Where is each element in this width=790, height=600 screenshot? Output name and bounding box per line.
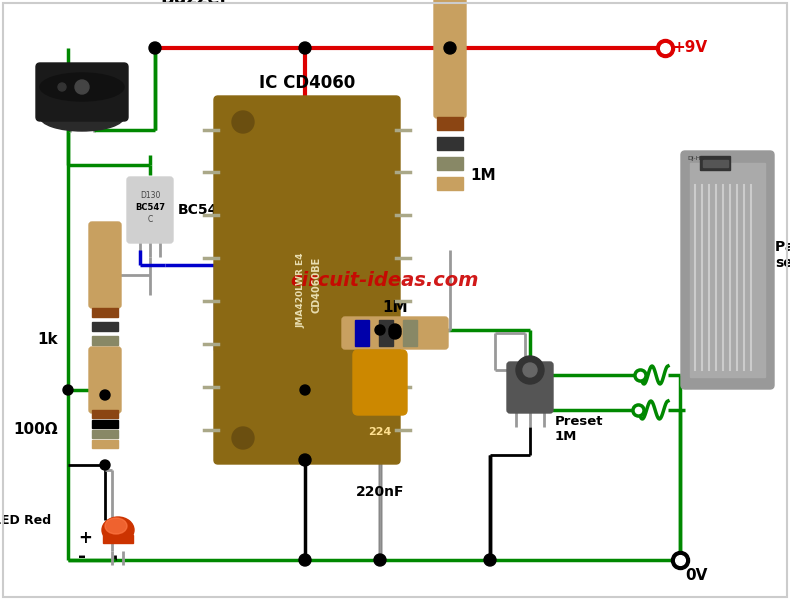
Text: JMA420LWR E4: JMA420LWR E4 (296, 252, 306, 328)
Text: 0V: 0V (685, 568, 707, 583)
Bar (92, 336, 118, 345)
Text: 1k: 1k (37, 332, 58, 347)
Text: 1M: 1M (382, 300, 408, 315)
Circle shape (75, 80, 89, 94)
Ellipse shape (102, 517, 134, 543)
Circle shape (484, 554, 496, 566)
Text: DJ-H1: DJ-H1 (687, 156, 705, 161)
Circle shape (516, 356, 544, 384)
Text: Preset
1M: Preset 1M (555, 415, 604, 443)
Bar (437, 117, 463, 130)
Text: C: C (148, 215, 152, 224)
Text: -: - (78, 547, 86, 565)
Bar (92, 420, 118, 428)
FancyBboxPatch shape (507, 362, 553, 413)
Text: BC547: BC547 (178, 203, 228, 217)
Bar (92, 322, 118, 331)
Bar (703, 160, 728, 167)
FancyBboxPatch shape (89, 347, 121, 413)
Text: IC CD4060: IC CD4060 (259, 74, 356, 92)
Bar (92, 440, 118, 448)
FancyBboxPatch shape (36, 63, 128, 121)
Text: CD4060BE: CD4060BE (312, 257, 322, 313)
Circle shape (100, 460, 110, 470)
Text: LED Red: LED Red (0, 514, 51, 527)
Text: BC547: BC547 (135, 202, 165, 211)
Ellipse shape (105, 518, 127, 534)
Bar (690, 163, 765, 377)
Ellipse shape (40, 103, 124, 131)
Circle shape (232, 111, 254, 133)
Text: Pad with moisture
sensor: Pad with moisture sensor (775, 240, 790, 270)
Circle shape (300, 385, 310, 395)
Circle shape (232, 427, 254, 449)
Text: 224: 224 (368, 427, 392, 437)
Bar (92, 430, 118, 438)
FancyBboxPatch shape (681, 151, 774, 389)
Text: circuit-ideas.com: circuit-ideas.com (291, 271, 480, 289)
Circle shape (523, 363, 537, 377)
Circle shape (299, 42, 311, 54)
Circle shape (58, 83, 66, 91)
Text: 220nF: 220nF (356, 485, 404, 499)
Text: D130: D130 (140, 191, 160, 199)
Ellipse shape (40, 73, 124, 101)
Circle shape (389, 327, 401, 339)
Bar (92, 350, 118, 359)
Bar (437, 137, 463, 150)
FancyBboxPatch shape (434, 0, 466, 118)
Text: +: + (78, 529, 92, 547)
Bar (103, 535, 133, 543)
Circle shape (149, 42, 161, 54)
FancyBboxPatch shape (214, 96, 400, 464)
Text: 100Ω: 100Ω (13, 422, 58, 437)
Bar (437, 177, 463, 190)
Circle shape (299, 554, 311, 566)
FancyBboxPatch shape (353, 350, 407, 415)
FancyBboxPatch shape (89, 222, 121, 308)
FancyBboxPatch shape (342, 317, 448, 349)
Circle shape (299, 454, 311, 466)
Bar (437, 157, 463, 170)
Bar (700, 156, 730, 170)
Circle shape (63, 385, 73, 395)
Bar (355, 320, 369, 346)
Bar (403, 320, 417, 346)
Text: 1M: 1M (470, 167, 495, 182)
Circle shape (389, 324, 401, 336)
Circle shape (674, 554, 686, 566)
Circle shape (100, 390, 110, 400)
Circle shape (444, 42, 456, 54)
Bar (92, 410, 118, 418)
Bar (92, 308, 118, 317)
FancyBboxPatch shape (127, 177, 173, 243)
Circle shape (374, 554, 386, 566)
Text: Buzzer: Buzzer (160, 0, 228, 8)
Circle shape (375, 325, 385, 335)
Text: +9V: +9V (672, 40, 707, 55)
Bar (379, 320, 393, 346)
